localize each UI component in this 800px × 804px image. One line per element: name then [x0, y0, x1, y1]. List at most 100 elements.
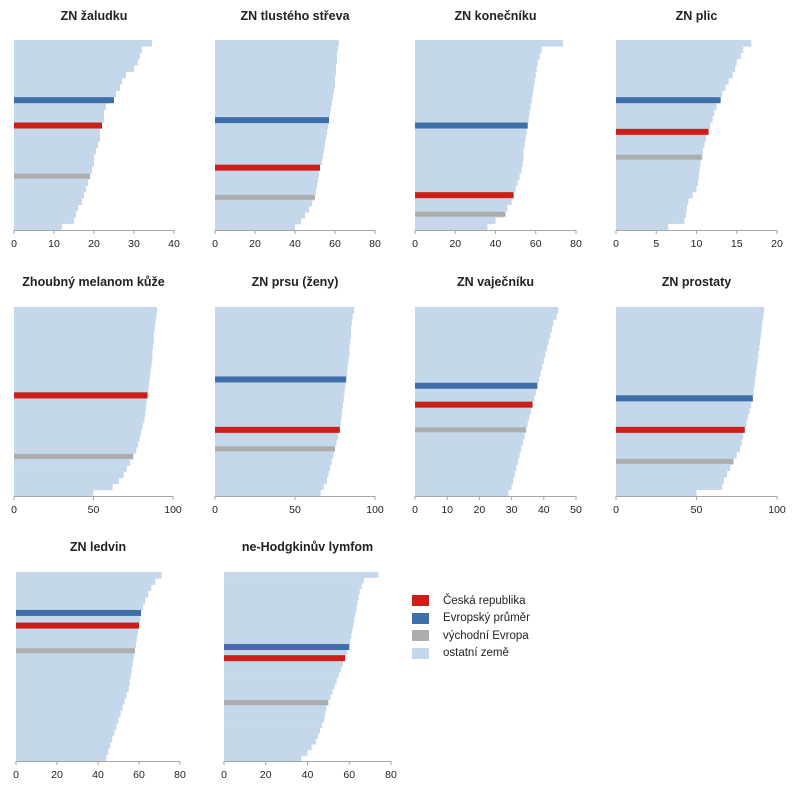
country-bar: [415, 40, 563, 47]
country-bar: [215, 439, 337, 446]
country-bar: [415, 433, 525, 440]
legend-label-other: ostatní země: [443, 647, 509, 660]
country-bar: [16, 641, 136, 648]
country-bar: [616, 363, 757, 371]
country-bar: [616, 388, 754, 396]
country-bar: [215, 407, 343, 415]
x-tick-label: 0: [212, 238, 218, 250]
country-bar: [616, 357, 758, 364]
country-bar: [616, 84, 726, 91]
europe-bar: [616, 97, 721, 104]
country-bar: [415, 78, 535, 85]
country-bar: [415, 325, 552, 333]
country-bar: [616, 370, 757, 377]
country-bar: [415, 483, 512, 490]
country-bar: [14, 398, 147, 405]
country-bar: [616, 313, 764, 320]
country-bar: [14, 223, 62, 231]
country-bar: [16, 572, 162, 579]
country-bar: [415, 420, 528, 427]
country-bar: [14, 459, 131, 466]
czech-bar: [415, 192, 514, 199]
country-bar: [224, 722, 323, 728]
country-bar: [14, 160, 94, 167]
country-bar: [616, 90, 723, 98]
country-bar: [16, 590, 149, 598]
east-bar: [215, 194, 315, 200]
country-bar: [415, 71, 536, 79]
x-tick-label: 60: [530, 238, 542, 250]
country-bar: [224, 688, 333, 695]
country-bar: [616, 71, 733, 79]
country-bar: [616, 338, 761, 346]
country-bar: [415, 97, 532, 104]
europe-bar: [16, 609, 142, 616]
country-bar: [224, 616, 355, 623]
country-bar: [215, 206, 309, 213]
country-bar: [215, 313, 353, 320]
country-bar: [224, 572, 379, 578]
country-bar: [215, 212, 305, 219]
east-bar: [616, 458, 734, 464]
europe-bar: [415, 122, 528, 129]
country-bar: [224, 594, 359, 601]
country-bar: [14, 128, 100, 136]
x-tick-label: 20: [249, 238, 261, 250]
country-bar: [224, 672, 339, 678]
panel-1: ZN žaludku 0 10 20 30 40: [11, 9, 180, 250]
country-bar: [16, 628, 138, 636]
country-bar: [16, 710, 121, 718]
country-bar: [14, 52, 140, 60]
country-bar: [14, 422, 143, 430]
country-bar: [14, 489, 94, 497]
country-bar: [616, 325, 762, 333]
country-bar: [616, 420, 747, 427]
country-bar: [215, 170, 319, 177]
x-tick-label: 0: [11, 504, 17, 516]
country-bar: [616, 382, 755, 390]
country-bar: [224, 633, 352, 640]
czech-bar: [224, 655, 346, 662]
country-bar: [215, 325, 351, 333]
country-bar: [415, 319, 554, 327]
x-tick-label: 50: [691, 504, 703, 516]
country-bar: [415, 357, 544, 364]
panel-title: ZN konečníku: [455, 9, 537, 23]
east-bar: [224, 700, 329, 706]
x-tick-label: 60: [133, 769, 145, 781]
country-bar: [215, 51, 337, 59]
country-bar: [14, 147, 96, 155]
x-tick-label: 50: [570, 504, 582, 516]
country-bar: [16, 729, 115, 737]
country-bar: [415, 332, 551, 339]
country-bar: [14, 135, 100, 142]
x-tick-label: 40: [538, 504, 550, 516]
country-bar: [215, 357, 349, 364]
country-bar: [215, 218, 301, 225]
country-bar: [14, 331, 154, 338]
legend-item-other: ostatní země: [412, 645, 530, 663]
country-bar: [14, 185, 86, 193]
country-bar: [14, 447, 137, 454]
x-tick-label: 5: [653, 238, 659, 250]
country-bar: [415, 46, 542, 53]
legend-label-east: východní Evropa: [443, 629, 529, 642]
country-bar: [14, 325, 155, 332]
country-bar: [16, 672, 131, 680]
x-tick-label: 20: [771, 238, 783, 250]
country-bar: [616, 109, 715, 117]
country-bar: [616, 211, 687, 218]
country-bar: [14, 386, 149, 393]
legend-swatch-europe: [412, 612, 429, 624]
country-bar: [616, 319, 763, 327]
czech-bar: [215, 426, 340, 433]
europe-bar: [215, 376, 347, 383]
country-bar: [616, 59, 737, 66]
czech-bar: [16, 622, 139, 629]
country-bar: [215, 135, 326, 142]
panel-title: ZN ledvin: [70, 540, 126, 554]
country-bar: [14, 141, 98, 148]
panel-title: ZN vaječníku: [457, 275, 534, 289]
x-tick-label: 0: [412, 504, 418, 516]
country-bar: [215, 483, 324, 490]
